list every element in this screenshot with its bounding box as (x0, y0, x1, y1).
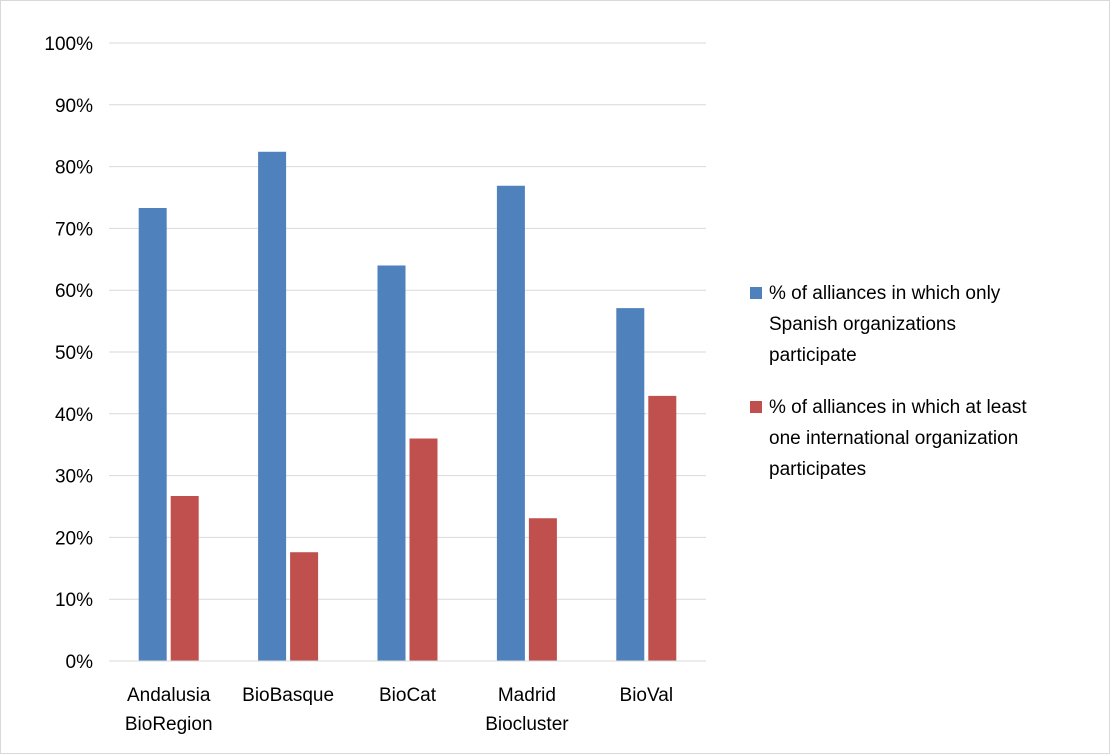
y-axis-tick-labels: 0% 10% 20% 30% 40% 50% 60% 70% 80% 90% 100% (44, 34, 93, 673)
y-tick-label: 0% (66, 652, 94, 673)
bar-series1-2 (377, 265, 406, 661)
legend-label-line: Spanish organizations (769, 314, 956, 335)
y-tick-label: 30% (55, 467, 93, 488)
legend-swatch-series2 (750, 401, 762, 413)
bar-series2-3 (528, 518, 557, 661)
y-tick-label: 20% (55, 528, 93, 549)
y-tick-label: 10% (55, 590, 93, 611)
x-tick-label-line: BioVal (620, 685, 674, 706)
y-tick-label: 50% (55, 343, 93, 364)
bar-series1-1 (258, 151, 287, 661)
y-tick-label: 60% (55, 281, 93, 302)
x-tick-label-line: BioBasque (242, 685, 334, 706)
legend-swatch-series1 (750, 287, 762, 299)
legend-label-line: participates (769, 459, 866, 480)
bar-series2-4 (648, 395, 677, 661)
legend-label-series2: % of alliances in which at least one inte… (769, 397, 1027, 480)
x-tick-label-line: BioRegion (125, 714, 213, 735)
legend: % of alliances in which only Spanish orga… (750, 283, 1027, 480)
x-tick-label: BioCat (379, 685, 437, 706)
x-tick-label-line: Biocluster (485, 714, 569, 735)
x-tick-label: BioVal (620, 685, 674, 706)
y-tick-label: 80% (55, 158, 93, 179)
x-tick-label: BioBasque (242, 685, 334, 706)
y-tick-label: 70% (55, 219, 93, 240)
legend-label-line: one international organization (769, 428, 1018, 449)
gridlines (109, 42, 706, 600)
x-tick-label: Madrid Biocluster (485, 685, 569, 735)
y-tick-label: 40% (55, 405, 93, 426)
x-tick-label-line: Madrid (498, 685, 556, 706)
legend-label-line: participate (769, 345, 857, 366)
x-tick-label-line: Andalusia (127, 685, 211, 706)
bars (138, 151, 677, 662)
x-tick-label-line: BioCat (379, 685, 437, 706)
x-axis-tick-labels: Andalusia BioRegion BioBasque BioCat Madrid B… (125, 685, 673, 735)
legend-label-line: % of alliances in which only (769, 283, 1001, 304)
y-tick-label: 90% (55, 96, 93, 117)
legend-label-line: % of alliances in which at least (769, 397, 1027, 418)
bar-series1-3 (496, 185, 525, 661)
bar-series2-1 (290, 552, 319, 661)
bar-series1-0 (138, 208, 167, 662)
bar-series1-4 (616, 308, 645, 661)
x-tick-label: Andalusia BioRegion (125, 685, 213, 735)
bar-series2-2 (409, 438, 438, 661)
y-tick-label: 100% (44, 34, 93, 55)
bar-series2-0 (170, 495, 199, 661)
legend-label-series1: % of alliances in which only Spanish orga… (769, 283, 1001, 366)
